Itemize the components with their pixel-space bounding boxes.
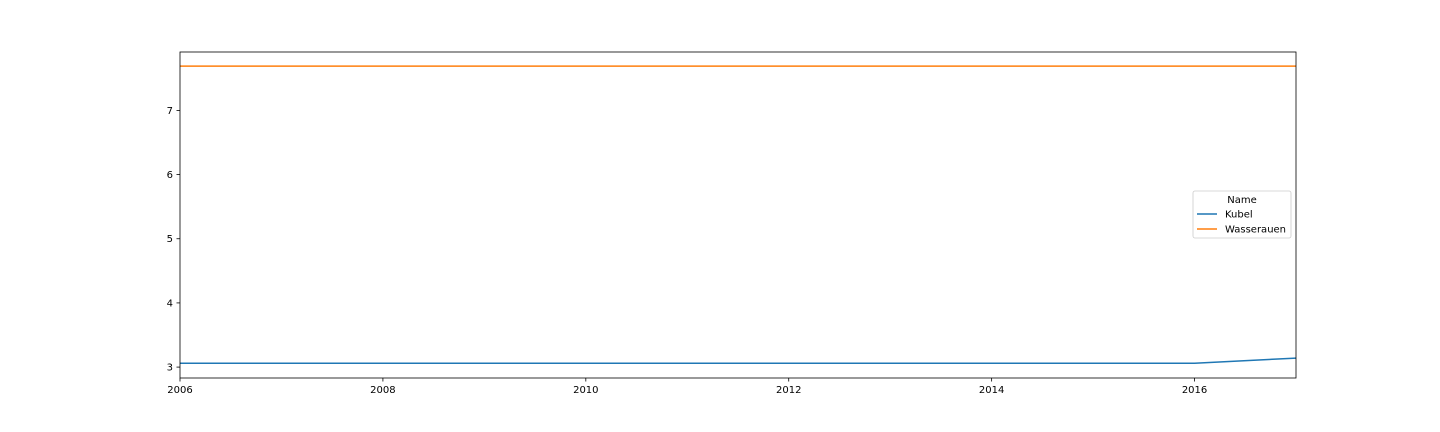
legend-box [1192,190,1292,239]
series-line-kubel [180,357,1297,364]
plot-frame [179,51,1297,379]
x-tick-label: 2008 [370,385,395,396]
x-tick-label: 2006 [167,385,192,396]
y-tick-label: 4 [167,298,173,309]
y-tick-label: 3 [167,363,173,374]
x-tick-label: 2010 [573,385,598,396]
y-axis: 3 4 5 6 7 [167,106,180,374]
x-axis: 2006 2008 2010 2012 2014 2016 [167,378,1207,396]
x-tick-label: 2016 [1182,385,1207,396]
legend-label-wasserauen: Wasserauen [1225,225,1286,236]
series-layer [180,65,1297,364]
y-tick-label: 6 [167,170,173,181]
y-tick-label: 5 [167,234,173,245]
x-tick-label: 2012 [776,385,801,396]
y-tick-label: 7 [167,106,173,117]
legend: Name Kubel Wasserauen [1192,190,1292,239]
legend-title: Name [1227,195,1257,206]
legend-label-kubel: Kubel [1225,210,1253,221]
x-tick-label: 2014 [979,385,1004,396]
